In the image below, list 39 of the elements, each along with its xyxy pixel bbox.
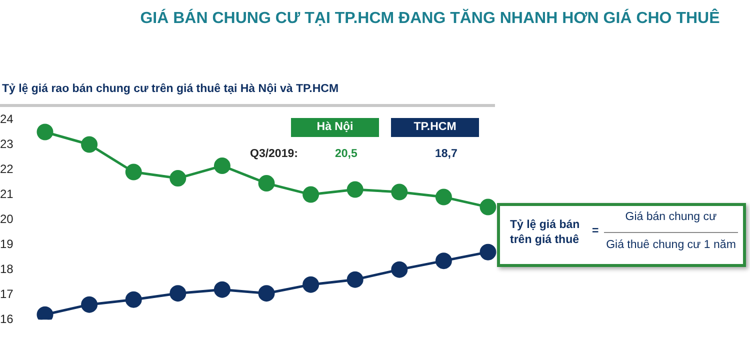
annotation: Tỷ lệ giá bán trên giá thuê: [510, 218, 581, 248]
annotation: Q3/2019:: [250, 148, 298, 160]
y-tick-label: 16: [0, 312, 14, 326]
annotation: 18,7: [435, 148, 458, 160]
point: [302, 186, 320, 203]
y-tick-label: 23: [0, 136, 14, 151]
point: [81, 296, 98, 313]
text: Hà Nội: [291, 118, 379, 137]
point: [391, 261, 408, 278]
point: [214, 158, 230, 174]
point: [258, 285, 275, 302]
text: TP.HCM: [391, 118, 479, 137]
point: [435, 252, 452, 270]
point: [346, 271, 364, 288]
chart-title: GIÁ BÁN CHUNG CƯ TẠI TP.HCM ĐANG TĂNG NHANH HƠN GIÁ CHO THUÊ: [139, 10, 721, 28]
point: [258, 175, 275, 192]
point: [480, 198, 496, 216]
point: [125, 164, 142, 180]
y-tick-label: 22: [0, 162, 14, 176]
point: [480, 244, 496, 260]
point: [214, 281, 230, 298]
point: [36, 124, 54, 140]
y-tick-label: 18: [0, 262, 14, 276]
point: [302, 276, 320, 293]
y-tick-label: 21: [0, 186, 14, 201]
annotation: 20,5: [335, 148, 358, 160]
y-tick-label: 24: [0, 112, 14, 126]
point: [170, 285, 186, 302]
y-tick-label: 19: [0, 236, 14, 251]
point: [170, 170, 186, 187]
point: [346, 181, 364, 198]
point: [125, 291, 142, 308]
y-tick-label: 20: [0, 212, 14, 226]
formula-box: Tỷ lệ giá bán trên giá thuê = Giá bán chung cư Giá thuê chung cư 1 năm: [497, 203, 746, 267]
point: [391, 184, 408, 200]
point: [435, 188, 452, 206]
y-tick-label: 17: [0, 286, 14, 301]
chart-subtitle: Tỷ lệ giá rao bán chung cư trên giá thuê tại Hà Nội và TP.HCM: [2, 83, 339, 95]
point: [81, 136, 98, 153]
